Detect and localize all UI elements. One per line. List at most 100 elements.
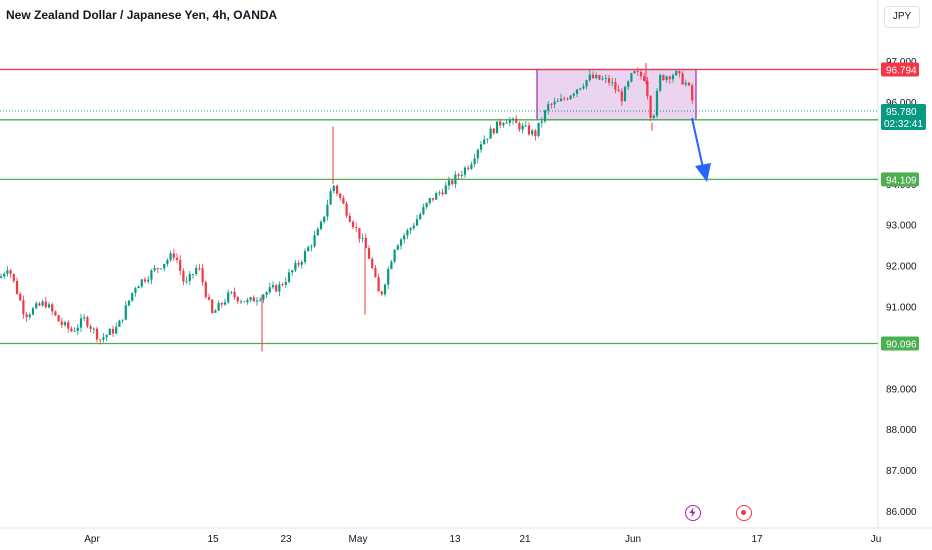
candle-body	[649, 96, 652, 118]
candle-body	[617, 89, 620, 92]
candle-body	[28, 314, 31, 318]
candle-body	[579, 88, 582, 90]
candle-body	[662, 75, 665, 80]
candle-body	[22, 300, 25, 315]
candle-body	[412, 225, 415, 229]
candle-body	[115, 326, 118, 334]
candle-body	[63, 322, 67, 325]
candle-body	[147, 279, 150, 282]
candle-body	[499, 121, 502, 126]
candle-body	[275, 285, 278, 292]
candle-body	[262, 294, 265, 300]
candle-body	[172, 253, 175, 258]
candle-body	[316, 229, 319, 236]
candle-body	[211, 299, 214, 313]
candle-body	[6, 270, 9, 274]
candle-body	[684, 82, 687, 85]
candle-body	[556, 101, 559, 102]
candle-body	[9, 270, 12, 274]
candle-body	[588, 74, 591, 81]
candle-body	[361, 237, 364, 239]
candle-body	[646, 80, 649, 97]
candle-body	[153, 268, 156, 271]
candle-body	[310, 246, 313, 248]
candle-body	[419, 214, 422, 220]
candle-body	[627, 81, 630, 87]
candle-body	[691, 85, 694, 101]
candle-body	[220, 303, 223, 305]
candle-body	[54, 311, 57, 316]
candle-body	[406, 230, 409, 236]
candle-body	[633, 71, 636, 74]
candle-body	[207, 296, 211, 300]
candle-body	[131, 292, 134, 301]
candle-body	[124, 305, 127, 320]
candle-body	[585, 80, 588, 87]
candle-body	[444, 185, 447, 195]
candle-body	[99, 339, 102, 341]
candle-body	[508, 120, 511, 123]
candle-body	[515, 118, 518, 123]
candle-body	[51, 304, 54, 312]
candle-body	[457, 174, 460, 176]
candle-body	[547, 104, 550, 111]
candle-body	[25, 314, 28, 318]
candle-body	[559, 98, 563, 102]
candle-body	[329, 191, 332, 205]
y-tick-label: 91.000	[886, 303, 917, 314]
candle-body	[335, 185, 339, 194]
candle-body	[425, 202, 428, 208]
candle-body	[659, 75, 662, 91]
candle-body	[435, 193, 438, 200]
candle-body	[409, 228, 412, 231]
candle-body	[377, 277, 380, 292]
y-tick-label: 86.000	[886, 507, 917, 518]
candle-body	[534, 130, 537, 137]
candle-body	[127, 300, 131, 306]
y-tick-label: 87.000	[886, 466, 917, 477]
currency-button[interactable]: JPY	[884, 6, 920, 28]
candle-body	[451, 180, 454, 184]
flash-icon[interactable]	[685, 505, 701, 521]
candle-body	[553, 101, 556, 105]
countdown-label: 02:32:41	[884, 119, 923, 130]
candle-body	[671, 75, 675, 80]
candle-body	[563, 98, 566, 100]
x-tick-label: 23	[280, 534, 292, 545]
candle-body	[572, 93, 575, 96]
candle-body	[156, 268, 159, 269]
candle-body	[271, 285, 275, 288]
candle-body	[0, 276, 3, 278]
candle-body	[259, 299, 262, 301]
candle-body	[527, 125, 531, 135]
candle-body	[118, 320, 121, 327]
candle-body	[380, 291, 383, 295]
x-tick-label: 15	[207, 534, 219, 545]
candle-body	[92, 328, 95, 330]
candle-body	[243, 301, 246, 303]
candle-body	[355, 227, 358, 228]
candle-body	[383, 284, 387, 295]
candle-body	[217, 303, 220, 311]
candle-body	[566, 98, 569, 100]
candle-body	[83, 317, 86, 319]
chart-title: New Zealand Dollar / Japanese Yen, 4h, O…	[6, 8, 278, 22]
candle-body	[227, 292, 230, 303]
candle-body	[591, 74, 595, 79]
candle-body	[438, 192, 441, 194]
candle-body	[630, 73, 633, 82]
candle-body	[524, 125, 527, 127]
level-price-label-bg	[881, 336, 919, 351]
record-icon[interactable]	[736, 505, 752, 521]
candle-body	[140, 279, 143, 287]
candle-body	[150, 270, 153, 280]
candle-body	[268, 287, 271, 293]
x-tick-label: 21	[519, 534, 531, 545]
y-tick-label: 92.000	[886, 262, 917, 273]
candle-body	[611, 82, 614, 84]
candle-body	[390, 261, 393, 269]
candle-body	[550, 104, 553, 105]
candle-body	[393, 249, 396, 262]
candle-body	[287, 272, 291, 282]
candle-body	[291, 270, 294, 273]
